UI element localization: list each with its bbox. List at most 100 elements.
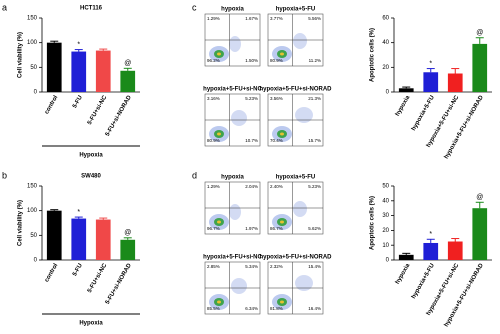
bar [472, 43, 488, 92]
chart-title: HCT116 [80, 6, 103, 12]
x-tick-label: 5-FU+si-NORAD [105, 262, 133, 305]
bar [423, 242, 439, 260]
cell-core-hot [217, 132, 221, 136]
y-axis-label: Apoptotic cells (%) [370, 28, 376, 82]
x-tick-label: control [44, 263, 60, 284]
apoptotic-cloud [229, 204, 241, 220]
bar [120, 70, 136, 92]
y-tick-label: 100 [27, 208, 38, 214]
plot-label: hypoxia+5-FU+si-NC [203, 87, 262, 93]
y-tick-label: 40 [382, 40, 389, 46]
cell-core-hot [280, 52, 284, 56]
apoptotic-cloud [293, 33, 307, 49]
quadrant-percent: 5.62% [308, 226, 321, 231]
y-axis-label: Cell viability (%) [18, 200, 24, 246]
panel-letter: a [2, 2, 7, 12]
plot-label: hypoxia+5-FU [276, 7, 316, 13]
annotation: * [429, 60, 432, 67]
quadrant-percent: 96.7% [207, 226, 220, 231]
y-tick-label: 20 [382, 228, 389, 234]
y-tick-label: 0 [34, 90, 38, 96]
apoptotic-cloud [293, 201, 307, 217]
plot-label: hypoxia+5-FU+si-NORAD [259, 87, 332, 93]
y-tick-label: 0 [34, 258, 38, 264]
cell-core-hot [280, 132, 284, 136]
plot-label: hypoxia [221, 175, 244, 181]
bar [472, 208, 488, 260]
chart-title: SW480 [81, 174, 101, 180]
quadrant-percent: 10.7% [245, 138, 258, 143]
bar [46, 42, 62, 92]
annotation: @ [124, 230, 131, 237]
y-tick-label: 40 [382, 198, 389, 204]
y-tick-label: 30 [382, 213, 389, 219]
x-tick-label: hypoxia [395, 94, 412, 117]
quadrant-percent: 96.2% [207, 58, 220, 63]
group-label: Hypoxia [79, 321, 103, 327]
y-axis-label: Apoptotic cells (%) [370, 196, 376, 250]
quadrant-percent: 2.85% [207, 264, 220, 269]
quadrant-percent: 6.34% [245, 306, 258, 311]
quadrant-percent: 81.8% [270, 306, 283, 311]
apoptotic-cloud [229, 36, 241, 52]
plot-label: hypoxia [221, 7, 244, 13]
bar [71, 51, 87, 92]
bar [95, 219, 111, 260]
quadrant-percent: 80.9% [270, 58, 283, 63]
quadrant-percent: 5.34% [245, 264, 258, 269]
quadrant-percent: 3.16% [207, 96, 220, 101]
group-label: Hypoxia [79, 153, 103, 159]
bar [120, 239, 136, 260]
bar [398, 254, 414, 260]
y-tick-label: 0 [386, 90, 390, 96]
x-tick-label: 5-FU+si-NORAD [105, 94, 133, 137]
quadrant-percent: 80.9% [207, 138, 220, 143]
plot-label: hypoxia+5-FU [276, 175, 316, 181]
plot-label: hypoxia+5-FU+si-NORAD [259, 255, 332, 261]
cell-core-hot [280, 300, 284, 304]
y-tick-label: 10 [382, 243, 389, 249]
bar [447, 73, 463, 92]
quadrant-percent: 1.29% [207, 16, 220, 21]
quadrant-percent: 85.5% [207, 306, 220, 311]
annotation: * [77, 209, 80, 216]
bar [71, 218, 87, 260]
quadrant-percent: 11.2% [309, 58, 321, 63]
plot-label: hypoxia+5-FU+si-NC [203, 255, 262, 261]
panel-letter: b [2, 170, 7, 180]
x-tick-label: hypoxia+5-FU [411, 263, 436, 300]
quadrant-percent: 5.23% [308, 184, 321, 189]
y-tick-label: 50 [30, 233, 37, 239]
bar [423, 72, 439, 92]
cell-core-hot [217, 220, 221, 224]
chart-panel: 0 10 20 30 40 50 Apoptotic cells (%) hypoxia * hy… [370, 184, 492, 328]
panel-letter: c [192, 2, 197, 12]
quadrant-percent: 70.4% [270, 138, 283, 143]
cell-core-hot [280, 220, 284, 224]
annotation: * [429, 231, 432, 238]
quadrant-percent: 3.56% [270, 96, 283, 101]
y-tick-label: 50 [382, 184, 389, 190]
x-tick-label: 5-FU+si-NC [87, 262, 109, 294]
quadrant-percent: 1.50% [245, 58, 258, 63]
annotation: @ [124, 60, 131, 67]
chart-panel: 0 20 40 60 Apoptotic cells (%) hypoxia * hypoxi… [370, 16, 492, 160]
y-tick-label: 0 [386, 258, 390, 264]
panel-letter: d [192, 170, 197, 180]
quadrant-percent: 16.4% [308, 306, 321, 311]
quadrant-percent: 15.7% [308, 138, 321, 143]
apoptotic-cloud [295, 275, 313, 291]
quadrant-percent: 1.97% [245, 226, 258, 231]
quadrant-percent: 15.4% [308, 264, 321, 269]
quadrant-percent: 2.04% [245, 184, 258, 189]
x-tick-label: 5-FU [72, 95, 84, 110]
quadrant-percent: 1.67% [245, 16, 258, 21]
y-tick-label: 60 [382, 16, 389, 22]
quadrant-percent: 3.77% [270, 16, 283, 21]
quadrant-percent: 21.3% [308, 96, 321, 101]
apoptotic-cloud [231, 278, 247, 294]
cell-core-hot [217, 300, 221, 304]
y-axis-label: Cell viability (%) [18, 32, 24, 78]
quadrant-percent: 5.56% [308, 16, 321, 21]
